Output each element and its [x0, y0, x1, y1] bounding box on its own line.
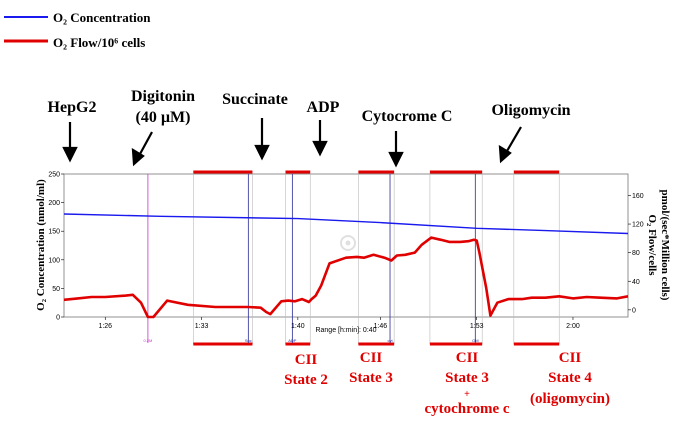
legend-label-o2-flow: O₂ Flow/10⁶ cells	[53, 35, 145, 50]
state-label-cii-1: CII	[295, 352, 318, 368]
x-tick-0: 1:26	[98, 323, 112, 330]
state-label-state4: State 4	[548, 370, 592, 386]
y-right-axis-label-2: pmol/(sec*Million cells)	[659, 190, 671, 301]
state-label-oligomycin: (oligomycin)	[530, 391, 610, 407]
y-right-tick-3: 120	[632, 222, 644, 229]
arrow-hepg2	[62, 122, 78, 163]
annotations: HepG2 Digitonin (40 µM) Succinate ADP Cy…	[48, 88, 571, 126]
watermark-icon	[340, 235, 356, 251]
x-tick-5: 2:00	[566, 323, 580, 330]
x-ticks: 1:26 1:33 1:40 1:46 1:53 2:00	[98, 317, 580, 330]
state-label-cii-3: CII	[456, 350, 479, 366]
annotation-adp: ADP	[307, 99, 340, 116]
state-labels: CII State 2 CII State 3 CII State 3 + cy…	[284, 350, 610, 417]
annotation-arrows	[62, 118, 522, 168]
y-left-tick-5: 250	[48, 172, 60, 179]
arrow-oligomycin	[498, 126, 522, 164]
series-o2-flow-line	[63, 236, 629, 319]
y-right-tick-1: 40	[632, 279, 640, 286]
legend: O₂ Concentration O₂ Flow/10⁶ cells	[4, 10, 151, 50]
x-tick-3: 1:46	[374, 323, 388, 330]
annotation-hepg2: HepG2	[48, 99, 97, 116]
series-o2-concentration-line	[63, 213, 629, 235]
y-right-tick-4: 160	[632, 193, 644, 200]
state-label-cytochrome-c: cytochrome c	[424, 401, 509, 417]
y-left-tick-3: 150	[48, 229, 60, 236]
event-line-label-2: ADP	[288, 338, 297, 343]
event-line-label-3: cyt	[387, 338, 393, 343]
y-left-tick-2: 100	[48, 257, 60, 264]
x-tick-1: 1:33	[195, 323, 209, 330]
annotation-digitonin-dose: (40 µM)	[136, 109, 191, 126]
annotation-oligomycin: Oligomycin	[491, 102, 570, 119]
event-line-label-1: Suc	[245, 338, 252, 343]
state-label-cii-4: CII	[559, 350, 582, 366]
state-label-cii-2: CII	[360, 350, 383, 366]
arrow-cytochrome-c	[388, 131, 404, 168]
y-left-tick-0: 0	[56, 315, 60, 322]
y-right-tick-2: 80	[632, 250, 640, 257]
event-line-label-4: OM	[472, 338, 478, 343]
y-right-ticks: 0 40 80 120 160	[628, 193, 644, 314]
y-right-tick-0: 0	[632, 307, 636, 314]
x-axis-label: Range [h:min]: 0:40	[315, 327, 376, 334]
y-left-axis-label: O₂ Concentration (nmol/ml)	[35, 179, 47, 311]
legend-label-o2-concentration: O₂ Concentration	[53, 10, 151, 25]
state-label-plus: +	[464, 389, 470, 400]
arrow-digitonin	[131, 131, 153, 167]
y-left-ticks: 0 50 100 150 200 250	[48, 172, 64, 322]
y-right-axis-label-1: O₂ Flow/cells	[646, 214, 658, 276]
annotation-cytochrome-c: Cytocrome C	[362, 108, 453, 125]
state-label-state2: State 2	[284, 372, 328, 388]
annotation-succinate: Succinate	[222, 91, 288, 108]
plot-area: 0.2M Suc ADP cyt OM 0 50 100 150 200 250 0 40 80 120…	[48, 170, 644, 346]
event-lines: 0.2M Suc ADP cyt OM	[143, 174, 479, 343]
plot-frame	[63, 173, 629, 318]
arrow-adp	[312, 120, 328, 157]
arrow-succinate	[254, 118, 270, 161]
y-left-tick-1: 50	[52, 286, 60, 293]
marked-ranges-top	[193, 170, 560, 344]
state-label-state3-cyt: State 3	[445, 370, 489, 386]
y-left-tick-4: 200	[48, 200, 60, 207]
x-tick-4: 1:53	[470, 323, 484, 330]
x-tick-2: 1:40	[291, 323, 305, 330]
annotation-digitonin: Digitonin	[131, 88, 195, 105]
state-label-state3: State 3	[349, 370, 393, 386]
event-line-label-0: 0.2M	[143, 338, 152, 343]
